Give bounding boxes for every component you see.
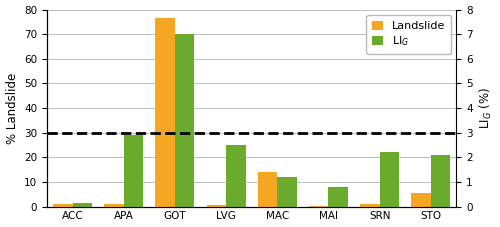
Bar xyxy=(104,204,124,207)
Bar xyxy=(380,152,399,207)
Legend: Landslide, LI$_G$: Landslide, LI$_G$ xyxy=(366,15,451,54)
Bar xyxy=(412,193,431,207)
Bar xyxy=(278,177,296,207)
Bar xyxy=(53,204,72,207)
Bar xyxy=(258,172,278,207)
Y-axis label: LI$_G$ (%): LI$_G$ (%) xyxy=(478,87,494,129)
Bar xyxy=(360,204,380,207)
Bar xyxy=(309,206,328,207)
Bar xyxy=(226,145,246,207)
Bar xyxy=(72,203,92,207)
Y-axis label: % Landslide: % Landslide xyxy=(6,72,18,144)
Bar xyxy=(175,34,195,207)
Bar xyxy=(156,18,175,207)
Bar xyxy=(328,187,348,207)
Bar xyxy=(431,155,450,207)
Bar xyxy=(206,205,226,207)
Bar xyxy=(124,135,143,207)
